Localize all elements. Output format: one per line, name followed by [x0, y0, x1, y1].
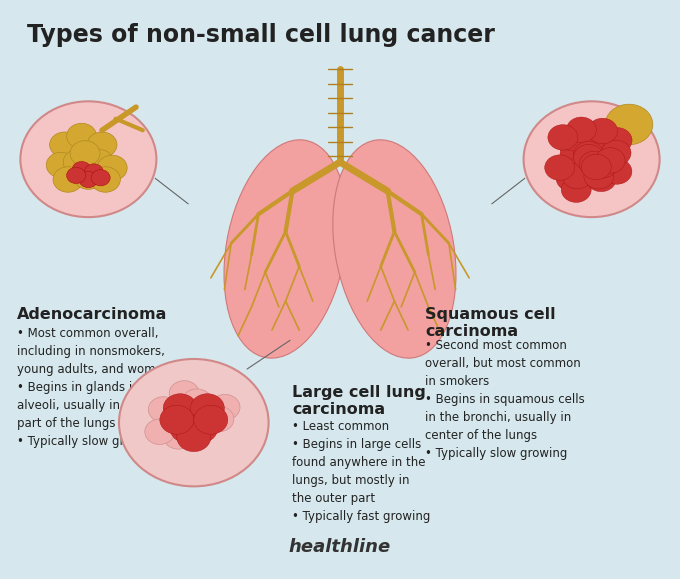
Circle shape: [177, 402, 211, 431]
Circle shape: [575, 156, 605, 182]
Circle shape: [587, 122, 617, 147]
Circle shape: [598, 146, 628, 171]
Text: healthline: healthline: [289, 538, 391, 556]
Circle shape: [588, 118, 617, 144]
Circle shape: [568, 146, 598, 172]
Circle shape: [97, 155, 127, 181]
Circle shape: [67, 167, 86, 184]
Circle shape: [50, 132, 80, 157]
Circle shape: [602, 159, 632, 184]
Circle shape: [148, 397, 178, 422]
Circle shape: [545, 155, 575, 180]
Circle shape: [84, 149, 114, 175]
Circle shape: [571, 148, 601, 173]
Circle shape: [560, 141, 590, 167]
Text: • Second most common
overall, but most common
in smokers
• Begins in squamous ce: • Second most common overall, but most c…: [425, 339, 585, 460]
Circle shape: [194, 405, 228, 434]
Circle shape: [581, 154, 611, 179]
Circle shape: [73, 164, 103, 189]
Circle shape: [84, 164, 103, 180]
Circle shape: [176, 390, 206, 416]
Circle shape: [556, 166, 586, 191]
Circle shape: [588, 152, 617, 178]
Circle shape: [183, 405, 213, 431]
Circle shape: [605, 104, 653, 145]
Circle shape: [577, 147, 607, 173]
Circle shape: [170, 414, 204, 443]
Circle shape: [579, 151, 609, 177]
Circle shape: [548, 124, 578, 150]
Circle shape: [602, 127, 632, 153]
Circle shape: [182, 389, 212, 415]
Circle shape: [53, 167, 83, 192]
Circle shape: [91, 170, 110, 186]
Ellipse shape: [333, 140, 456, 358]
Text: Types of non-small cell lung cancer: Types of non-small cell lung cancer: [27, 23, 495, 47]
Circle shape: [79, 171, 98, 188]
Circle shape: [174, 402, 204, 427]
Circle shape: [584, 163, 614, 189]
Circle shape: [558, 126, 588, 151]
Circle shape: [67, 123, 97, 149]
Circle shape: [566, 117, 596, 142]
Text: Large cell lung
carcinoma: Large cell lung carcinoma: [292, 385, 426, 417]
Circle shape: [561, 159, 591, 184]
Circle shape: [72, 162, 91, 178]
Circle shape: [160, 405, 194, 434]
Circle shape: [190, 394, 224, 423]
Text: • Most common overall,
including in nonsmokers,
young adults, and women
• Begins: • Most common overall, including in nons…: [17, 327, 171, 448]
Circle shape: [561, 177, 591, 203]
Ellipse shape: [224, 140, 347, 358]
Circle shape: [163, 424, 193, 449]
Text: Squamous cell
carcinoma: Squamous cell carcinoma: [425, 307, 556, 339]
Circle shape: [70, 141, 100, 166]
Circle shape: [586, 166, 616, 192]
Circle shape: [558, 130, 588, 155]
Circle shape: [63, 149, 93, 175]
Circle shape: [20, 101, 156, 217]
Circle shape: [595, 148, 625, 173]
Circle shape: [210, 394, 240, 420]
Circle shape: [173, 404, 203, 430]
Circle shape: [573, 141, 603, 167]
Circle shape: [562, 163, 592, 189]
Circle shape: [524, 101, 660, 217]
Circle shape: [46, 152, 76, 178]
Circle shape: [169, 380, 199, 406]
Circle shape: [204, 406, 234, 432]
Circle shape: [145, 419, 175, 445]
Circle shape: [184, 414, 218, 443]
Circle shape: [163, 394, 197, 423]
Circle shape: [177, 423, 211, 452]
Text: Adenocarcinoma: Adenocarcinoma: [17, 307, 167, 322]
Circle shape: [184, 391, 214, 417]
Circle shape: [574, 144, 604, 170]
Text: • Least common
• Begins in large cells
found anywhere in the
lungs, but mostly i: • Least common • Begins in large cells f…: [292, 420, 430, 523]
Circle shape: [119, 359, 269, 486]
Circle shape: [601, 140, 631, 166]
Circle shape: [579, 144, 609, 169]
Circle shape: [90, 167, 120, 192]
Circle shape: [87, 132, 117, 157]
Circle shape: [587, 141, 617, 166]
